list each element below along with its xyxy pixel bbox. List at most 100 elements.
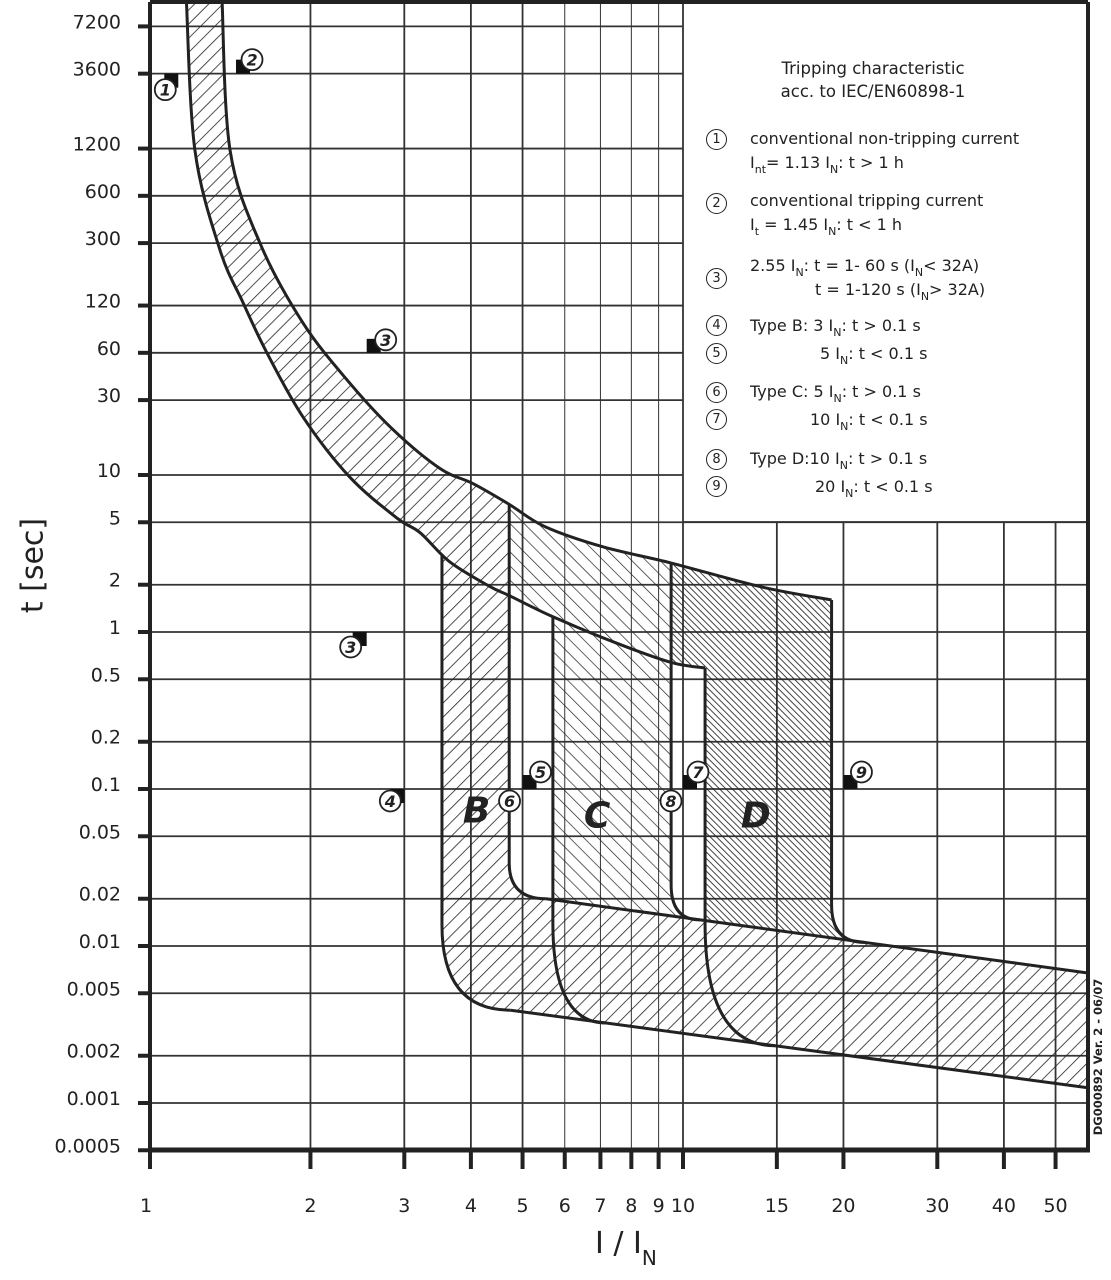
y-tick-label: 0.01 <box>79 931 121 953</box>
marker-number: 7 <box>692 763 704 782</box>
type-d-left-boundary <box>703 667 776 1048</box>
legend-text: = 1.13 I <box>766 153 830 172</box>
marker-circle-icon <box>339 635 363 659</box>
legend-subscript: N <box>845 487 854 500</box>
legend-text: : t > 0.1 s <box>841 382 921 401</box>
y-axis-label: t [sec] <box>15 517 51 614</box>
legend-item-2-line: It = 1.45 IN: t < 1 h <box>750 214 902 242</box>
y-tick-label: 0.5 <box>91 664 121 686</box>
marker-number: 9 <box>856 763 867 782</box>
y-tick-label: 0.001 <box>67 1088 121 1110</box>
region-label-d: D <box>741 795 771 836</box>
marker-5: 5 <box>522 760 552 789</box>
x-tick-label: 9 <box>653 1195 665 1217</box>
legend-subscript: nt <box>754 163 767 176</box>
y-tick-label: 60 <box>97 338 121 360</box>
plot-area <box>184 2 1088 1090</box>
legend-text: : t < 0.1 s <box>848 410 928 429</box>
legend-number-2: 2 <box>706 193 727 214</box>
marker-circle-icon <box>153 78 177 102</box>
y-tick-label: 1 <box>109 617 121 639</box>
y-tick-label: 0.0005 <box>55 1135 121 1157</box>
legend-text: = 1.45 I <box>759 215 829 234</box>
marker-3: 3 <box>366 328 398 353</box>
marker-number: 3 <box>345 638 356 657</box>
legend-number-5: 5 <box>706 343 727 364</box>
legend-item-1-line: Int= 1.13 IN: t > 1 h <box>750 152 904 180</box>
thermal-upper-curve <box>220 2 832 602</box>
marker-2: 2 <box>236 48 264 74</box>
marker-number: 4 <box>384 792 396 811</box>
legend-subscript: N <box>833 392 842 405</box>
legend-text: 2.55 I <box>750 256 796 275</box>
marker-circle-icon <box>378 789 402 813</box>
legend-number-7: 7 <box>706 409 727 430</box>
legend-item-5-line: 5 IN: t < 0.1 s <box>820 343 927 371</box>
legend-number-3: 3 <box>706 268 727 289</box>
legend-item-4-line: Type B: 3 IN: t > 0.1 s <box>750 315 921 343</box>
legend-text: Type C: 5 I <box>750 382 834 401</box>
y-tick-label: 0.002 <box>67 1041 121 1063</box>
instant-band-lower-edge <box>510 1008 1088 1090</box>
legend-text: : t > 1 h <box>838 153 904 172</box>
legend-item-1-line: conventional non-tripping current <box>750 128 1019 149</box>
x-tick-label: 15 <box>765 1195 789 1217</box>
marker-circle-icon <box>498 789 521 813</box>
y-tick-label: 0.1 <box>91 774 121 796</box>
type-b-left-boundary <box>440 554 511 1012</box>
x-tick-label: 20 <box>831 1195 855 1217</box>
marker-circle-icon <box>374 328 398 352</box>
type-d-right-boundary <box>830 599 865 944</box>
y-tick-label: 600 <box>85 181 121 203</box>
legend-subscript: N <box>828 225 837 238</box>
x-tick-label: 1 <box>140 1195 152 1217</box>
marker-number: 8 <box>665 792 676 811</box>
marker-circle-icon <box>850 760 873 784</box>
x-tick-label: 2 <box>304 1195 316 1217</box>
marker-number: 2 <box>246 51 257 70</box>
x-tick-label: 7 <box>594 1195 606 1217</box>
y-tick-label: 0.2 <box>91 727 121 749</box>
region-label-b: B <box>463 791 490 832</box>
legend-text: Type B: 3 I <box>750 316 834 335</box>
legend-text: : t < 0.1 s <box>848 344 928 363</box>
legend-subscript: t <box>754 225 760 238</box>
marker-circle-icon <box>529 760 552 784</box>
legend-item-6-line: Type C: 5 IN: t > 0.1 s <box>750 381 921 409</box>
type-c-right-boundary <box>669 563 701 922</box>
legend-item-3-line: t = 1-120 s (IN> 32A) <box>815 279 985 307</box>
marker-number: 3 <box>380 331 391 350</box>
y-tick-label: 0.005 <box>67 978 121 1000</box>
marker-number: 5 <box>535 763 546 782</box>
legend-text: : t > 0.1 s <box>847 449 928 468</box>
y-tick-label: 0.05 <box>79 821 121 843</box>
legend-item-3-line: 2.55 IN: t = 1- 60 s (IN< 32A) <box>750 255 979 283</box>
thermal-and-type-b-region <box>186 2 1088 1088</box>
legend-text: Type D:10 I <box>750 449 840 468</box>
x-tick-label: 50 <box>1043 1195 1067 1217</box>
document-version: DG000892 Ver. 2 - 06/07 <box>1091 978 1105 1136</box>
legend-text: 20 I <box>815 477 846 496</box>
x-tick-label: 6 <box>559 1195 571 1217</box>
x-tick-label: 10 <box>671 1195 695 1217</box>
x-tick-label: 5 <box>517 1195 529 1217</box>
type-d-region <box>671 563 865 943</box>
marker-9: 9 <box>843 760 873 789</box>
marker-circle-icon <box>686 760 710 784</box>
chart-title-line-1: Tripping characteristic <box>781 59 965 78</box>
legend-text: < 32A) <box>923 256 980 275</box>
legend-item-8-line: Type D:10 IN: t > 0.1 s <box>750 448 927 476</box>
legend-subscript: N <box>795 266 804 279</box>
y-tick-label: 5 <box>109 507 121 529</box>
legend-subscript: N <box>840 420 849 433</box>
legend-text: conventional non-tripping current <box>750 129 1020 148</box>
y-tick-label: 7200 <box>73 11 121 33</box>
marker-number: 1 <box>160 81 171 100</box>
marker-number: 6 <box>504 792 515 811</box>
thermal-lower-curve <box>184 2 706 670</box>
legend-item-2-line: conventional tripping current <box>750 190 983 211</box>
x-tick-label: 40 <box>992 1195 1016 1217</box>
legend-item-9-line: 20 IN: t < 0.1 s <box>815 476 933 504</box>
legend-text: 5 I <box>820 344 840 363</box>
